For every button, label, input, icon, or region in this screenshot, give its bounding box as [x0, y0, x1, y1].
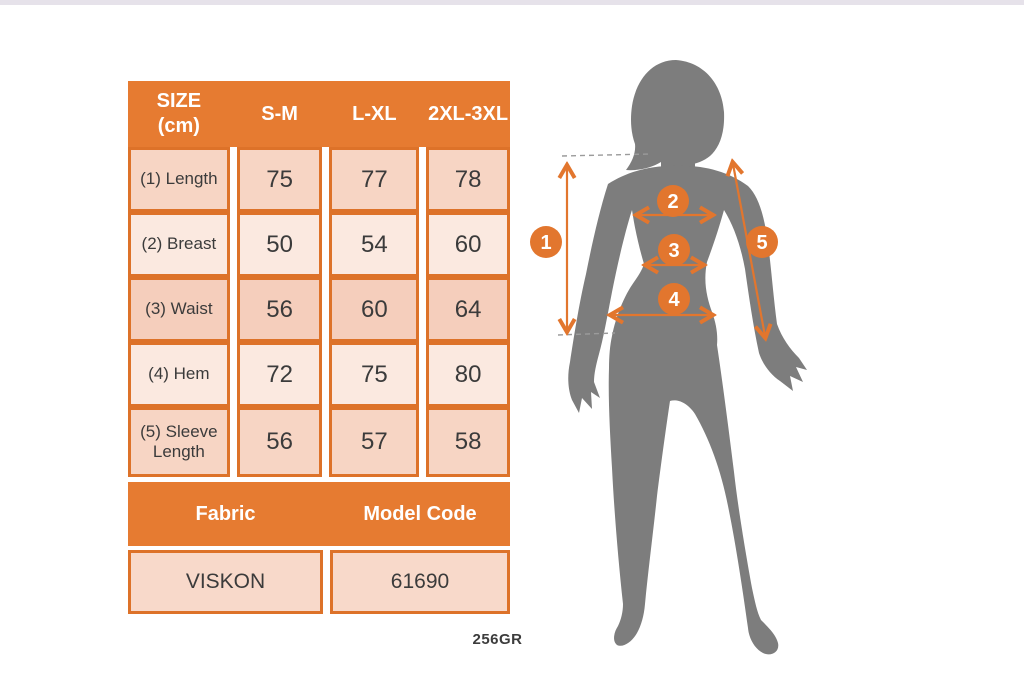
table-row-breast: (2) Breast 50 54 60 [128, 212, 510, 277]
badge-1: 1 [530, 226, 562, 258]
table-row-sleeve-length: (5) Sleeve Length 56 57 58 [128, 407, 510, 477]
table-row-waist: (3) Waist 56 60 64 [128, 277, 510, 342]
value-cell: 60 [426, 212, 510, 277]
table-footer-values-row: VISKON 61690 [128, 550, 510, 614]
badge-4-number: 4 [668, 289, 680, 311]
badge-5-number: 5 [756, 232, 767, 254]
row-label: (1) Length [128, 147, 230, 212]
model-code-header: Model Code [363, 502, 477, 525]
measure-badges: 1 2 3 4 5 [530, 185, 778, 315]
size-guide-figure: 1 2 3 4 5 [530, 60, 807, 655]
weight-note: 256GR [472, 631, 523, 648]
value-cell: 64 [426, 277, 510, 342]
value-cell: 56 [236, 407, 323, 477]
value-cell: 75 [236, 147, 323, 212]
value-cell: 56 [236, 277, 323, 342]
badge-3: 3 [658, 234, 690, 266]
row-label: (4) Hem [128, 342, 230, 407]
value-cell: 54 [329, 212, 420, 277]
badge-3-number: 3 [668, 240, 679, 262]
value-cell: 57 [329, 407, 420, 477]
value-cell: 75 [329, 342, 420, 407]
female-silhouette [568, 60, 807, 655]
model-code-value: 61690 [330, 550, 510, 614]
header-col-lxl: L-XL [352, 102, 397, 125]
table-header-row: SIZE (cm) S-M L-XL 2XL-3XL [128, 81, 510, 147]
value-cell: 72 [236, 342, 323, 407]
badge-4: 4 [658, 283, 690, 315]
badge-1-number: 1 [540, 232, 551, 254]
table-row-hem: (4) Hem 72 75 80 [128, 342, 510, 407]
value-cell: 77 [329, 147, 420, 212]
badge-2: 2 [657, 185, 689, 217]
row-label: (2) Breast [128, 212, 230, 277]
dashed-guide-top [561, 153, 651, 157]
head-hair-shape [626, 60, 725, 171]
row-label: (3) Waist [128, 277, 230, 342]
header-size-cm: SIZE (cm) [156, 90, 202, 137]
badge-5: 5 [746, 226, 778, 258]
fabric-header: Fabric [195, 502, 256, 525]
dashed-guide-bottom [557, 332, 616, 336]
badge-2-number: 2 [667, 191, 678, 213]
value-cell: 80 [426, 342, 510, 407]
table-row-length: (1) Length 75 77 78 [128, 147, 510, 212]
top-strip [0, 0, 1024, 5]
table-footer-header-row: Fabric Model Code [128, 482, 510, 546]
value-cell: 60 [329, 277, 420, 342]
row-label: (5) Sleeve Length [128, 407, 230, 477]
header-col-2xl3xl: 2XL-3XL [428, 102, 509, 125]
value-cell: 78 [426, 147, 510, 212]
size-chart-table: SIZE (cm) S-M L-XL 2XL-3XL (1) Length 75… [128, 81, 510, 614]
body-shape [568, 165, 807, 655]
value-cell: 58 [426, 407, 510, 477]
fabric-value: VISKON [128, 550, 323, 614]
value-cell: 50 [236, 212, 323, 277]
header-col-sm: S-M [261, 102, 298, 125]
